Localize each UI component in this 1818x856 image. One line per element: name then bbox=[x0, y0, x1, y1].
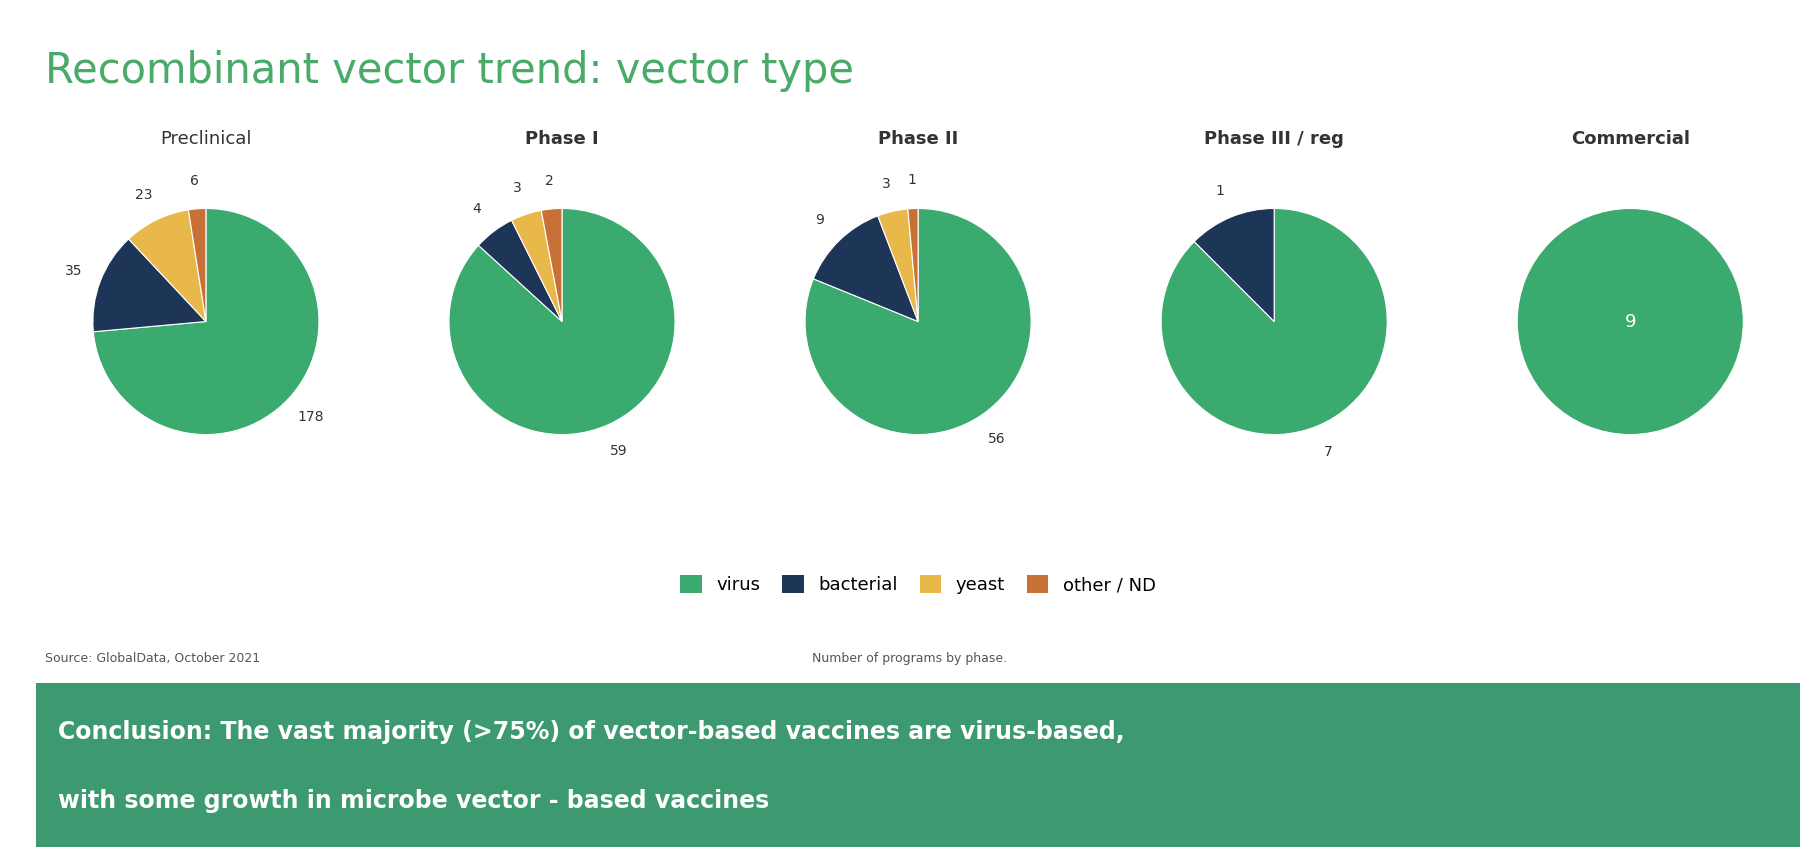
Text: 56: 56 bbox=[989, 431, 1005, 446]
Wedge shape bbox=[1194, 209, 1274, 322]
Wedge shape bbox=[878, 209, 918, 322]
Wedge shape bbox=[93, 239, 205, 332]
Text: Recombinant vector trend: vector type: Recombinant vector trend: vector type bbox=[45, 50, 854, 92]
Text: 4: 4 bbox=[473, 202, 482, 216]
Text: Conclusion: The vast majority (>75%) of vector-based vaccines are virus-based,: Conclusion: The vast majority (>75%) of … bbox=[58, 721, 1124, 745]
Wedge shape bbox=[449, 209, 674, 435]
Title: Phase III / reg: Phase III / reg bbox=[1204, 129, 1344, 147]
Text: 3: 3 bbox=[882, 177, 891, 191]
Text: 6: 6 bbox=[191, 174, 200, 187]
Wedge shape bbox=[511, 211, 562, 322]
Wedge shape bbox=[189, 209, 205, 322]
Text: 178: 178 bbox=[296, 410, 324, 424]
Text: 3: 3 bbox=[513, 181, 522, 194]
Text: 35: 35 bbox=[65, 265, 82, 278]
Text: Source: GlobalData, October 2021: Source: GlobalData, October 2021 bbox=[45, 652, 260, 665]
Wedge shape bbox=[813, 216, 918, 322]
Wedge shape bbox=[129, 210, 205, 322]
Title: Phase II: Phase II bbox=[878, 129, 958, 147]
Title: Commercial: Commercial bbox=[1571, 129, 1689, 147]
Wedge shape bbox=[1518, 209, 1743, 435]
Wedge shape bbox=[93, 209, 318, 435]
Text: 9: 9 bbox=[814, 213, 824, 228]
Wedge shape bbox=[542, 209, 562, 322]
Wedge shape bbox=[478, 220, 562, 322]
Wedge shape bbox=[907, 209, 918, 322]
Text: 1: 1 bbox=[907, 174, 916, 187]
Wedge shape bbox=[805, 209, 1031, 435]
Text: 7: 7 bbox=[1324, 445, 1333, 459]
Text: 59: 59 bbox=[611, 443, 627, 458]
Text: with some growth in microbe vector - based vaccines: with some growth in microbe vector - bas… bbox=[58, 789, 769, 813]
Title: Phase I: Phase I bbox=[525, 129, 598, 147]
Text: 1: 1 bbox=[1216, 184, 1225, 198]
Wedge shape bbox=[1162, 209, 1387, 435]
Legend: virus, bacterial, yeast, other / ND: virus, bacterial, yeast, other / ND bbox=[673, 568, 1164, 602]
Text: 23: 23 bbox=[135, 187, 153, 201]
Text: 2: 2 bbox=[545, 174, 553, 187]
Text: Number of programs by phase.: Number of programs by phase. bbox=[813, 652, 1007, 665]
Title: Preclinical: Preclinical bbox=[160, 129, 251, 147]
Text: 9: 9 bbox=[1625, 312, 1636, 330]
